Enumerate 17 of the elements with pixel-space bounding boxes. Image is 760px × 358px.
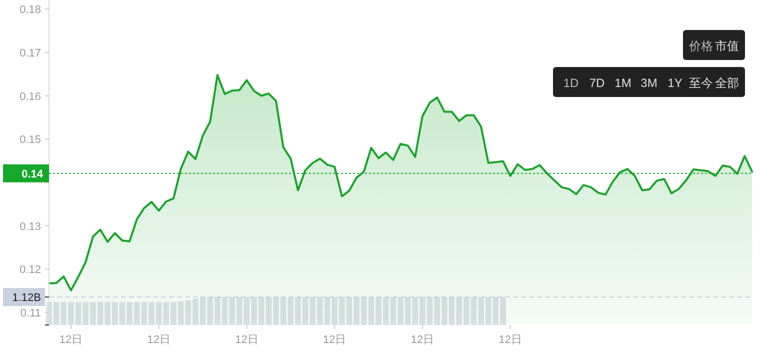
x-tick-label: 12日 bbox=[322, 334, 346, 346]
y-tick-label: 0.15 bbox=[20, 134, 41, 146]
x-tick-label: 12日 bbox=[498, 334, 522, 346]
x-tick-label: 12日 bbox=[410, 334, 434, 346]
annotation: 价格 市值 bbox=[688, 39, 739, 53]
y-tick-label: 0.16 bbox=[20, 90, 41, 103]
y-tick-label: 0.18 bbox=[20, 4, 41, 16]
y-tick-label: 0.11 bbox=[20, 307, 41, 320]
y-tick-label: 0.13 bbox=[20, 220, 41, 233]
y-tick-label: 0.12 bbox=[20, 264, 41, 276]
x-tick-label: 12日 bbox=[147, 334, 170, 346]
ref-line-label: 0.14 bbox=[22, 168, 44, 180]
y-tick-label: 0.17 bbox=[20, 47, 41, 60]
x-tick-label: 12日 bbox=[235, 334, 258, 346]
annotation: 1D 7D 1M 3M 1Y 至今 全部 bbox=[563, 76, 739, 90]
x-tick-label: 12日 bbox=[59, 334, 83, 346]
y2-tick-label: 1.12B bbox=[12, 292, 41, 304]
